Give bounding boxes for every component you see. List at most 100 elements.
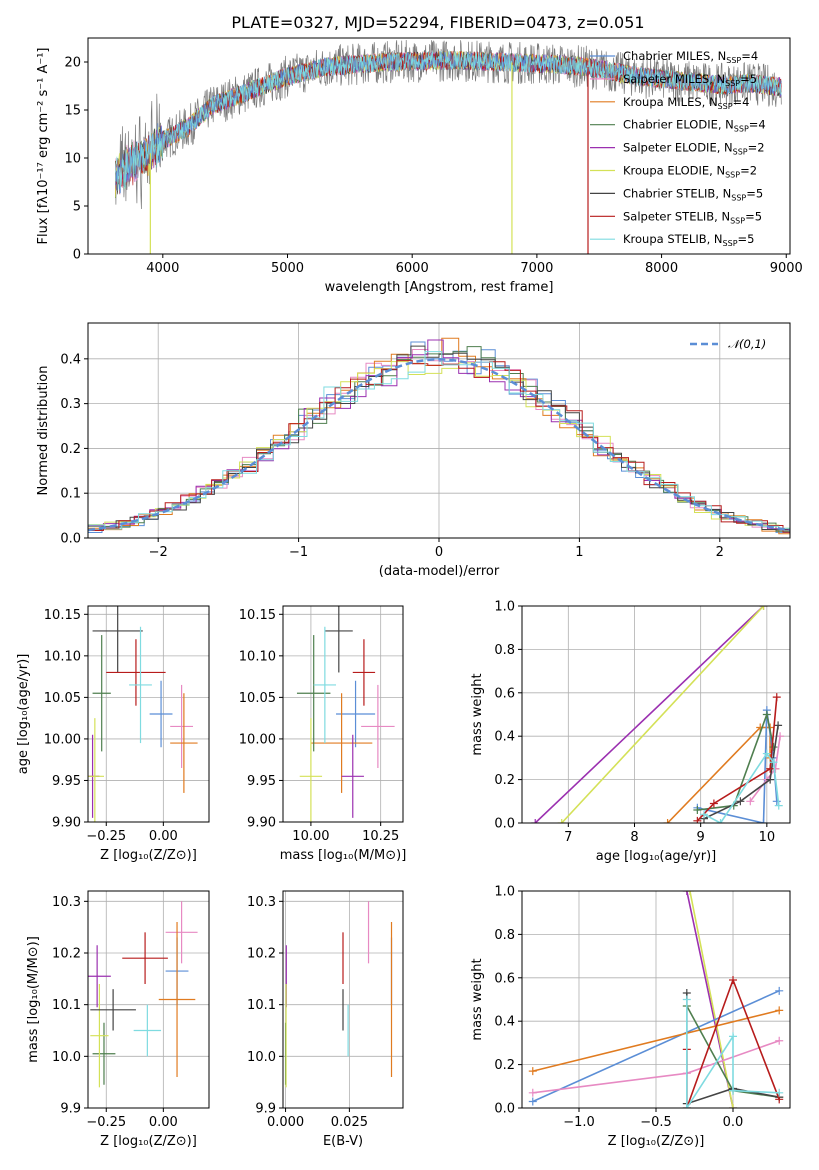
- x-tick-label: 0.025: [331, 1115, 368, 1130]
- weight-marker: [774, 801, 783, 810]
- x-tick-label: 5000: [271, 261, 304, 276]
- x-tick-label: 2: [716, 545, 724, 560]
- weight-marker: [682, 995, 691, 1004]
- y-tick-label: 10.10: [44, 649, 81, 664]
- y-tick-label: 0.0: [60, 532, 81, 547]
- y-tick-label: 0.8: [494, 928, 515, 943]
- x-tick-label: −0.5: [640, 1115, 672, 1130]
- x-tick-label: 10.25: [362, 829, 399, 844]
- y-tick-label: 10.3: [52, 895, 81, 910]
- y-tick-label: 0.8: [494, 643, 515, 658]
- legend-label-salpeter_miles: Salpeter MILES, NSSP=5: [623, 72, 757, 88]
- x-tick-label: 6000: [396, 261, 429, 276]
- errorbar-point-kroupa_miles: [170, 693, 198, 793]
- y-tick-label: 10.00: [44, 732, 81, 747]
- legend-label-kroupa_elodie: Kroupa ELODIE, NSSP=2: [623, 164, 757, 180]
- figure-title: PLATE=0327, MJD=52294, FIBERID=0473, z=0…: [231, 13, 644, 32]
- spectrum-marks: [115, 39, 782, 254]
- y-tick-label: 10.1: [247, 998, 276, 1013]
- spectrum-xlabel: wavelength [Angstrom, rest frame]: [325, 280, 554, 295]
- y-tick-label: 0.0: [494, 817, 515, 832]
- x-tick-label: −0.25: [86, 829, 126, 844]
- age_vs_weight-xlabel: age [log₁₀(age/yr)]: [596, 849, 717, 864]
- age_vs_weight-ylabel: mass weight: [470, 673, 485, 755]
- weight-marker: [775, 986, 784, 995]
- plot-layer: 4000 5000 6000 7000 8000 900005101520waveleng…: [16, 37, 803, 1149]
- weight-marker: [693, 816, 702, 823]
- Z_vs_age-frame: [87, 605, 210, 823]
- weight-marker: [774, 721, 783, 730]
- weight-marker: [693, 805, 702, 814]
- weight-marker: [766, 764, 775, 773]
- y-tick-label: 10.0: [52, 1050, 81, 1065]
- Z_vs_age-xlabel: Z [log₁₀(Z/Z⊙)]: [100, 848, 197, 863]
- weight-marker: [685, 891, 694, 895]
- errorbar-point-chabrier_stelib: [90, 989, 136, 1031]
- y-tick-label: 10.05: [239, 691, 276, 706]
- Z_vs_age-marks: [88, 606, 198, 822]
- errorbar-point-kroupa_elodie: [90, 984, 109, 1088]
- y-tick-label: 15: [64, 104, 81, 119]
- y-tick-label: 0.6: [494, 686, 515, 701]
- y-tick-label: 0.6: [494, 971, 515, 986]
- ebv_vs_mass-frame: [282, 890, 404, 1109]
- y-tick-label: 10.00: [239, 732, 276, 747]
- errorbar-point-kroupa_elodie: [88, 718, 104, 822]
- weight-marker: [775, 1036, 784, 1045]
- weight-marker: [528, 1088, 537, 1097]
- y-tick-label: 10.10: [239, 649, 276, 664]
- mass_vs_age-panel: 10.00 10.25 9.90 9.95 10.00 10.05 10.10 10.15 ma…: [239, 605, 406, 863]
- weight-line-chabrier_stelib: [703, 725, 779, 820]
- normal-curve: [88, 358, 790, 532]
- residuals-panel: −2 −1 0 1 2 0.0 0.1 0.2 0.3 0.4 (data-model)/error…: [36, 322, 791, 579]
- y-tick-label: 0.2: [60, 442, 81, 457]
- y-tick-label: 9.90: [247, 816, 276, 831]
- mass_vs_age-marks: [296, 606, 395, 822]
- weight-marker: [762, 710, 771, 719]
- Z_vs_weight-ylabel: mass weight: [470, 958, 485, 1040]
- y-tick-label: 1.0: [494, 885, 515, 900]
- normal-legend-label: 𝒩(0,1): [728, 337, 766, 351]
- residual-histogram-kroupa_miles: [88, 337, 790, 535]
- x-tick-label: 4000: [146, 261, 179, 276]
- weight-marker: [769, 758, 778, 767]
- errorbar-point-chabrier_miles: [149, 680, 173, 748]
- errorbar-point-kroupa_stelib: [129, 626, 152, 744]
- x-tick-label: 7: [564, 830, 572, 845]
- Z_vs_mass-frame: [87, 890, 210, 1109]
- Z_vs_mass-panel: −0.25 0.00 9.9 10.0 10.1 10.2 10.3 Z [log₁₀(Z/Z…: [26, 890, 210, 1149]
- errorbar-point-salpeter_stelib: [106, 639, 166, 706]
- errorbar-point-salpeter_stelib: [122, 932, 168, 984]
- x-tick-label: 8: [630, 830, 638, 845]
- ebv_vs_mass-xlabel: E(B-V): [323, 1134, 363, 1149]
- weight-marker: [729, 1086, 738, 1095]
- legend-label-chabrier_miles: Chabrier MILES, NSSP=4: [623, 49, 758, 65]
- weight-marker: [759, 606, 768, 610]
- errorbar-point-salpeter_elodie: [88, 945, 111, 1008]
- legend-label-chabrier_elodie: Chabrier ELODIE, NSSP=4: [623, 118, 766, 134]
- weight-marker: [709, 799, 718, 808]
- x-tick-label: 0: [435, 545, 443, 560]
- y-tick-label: 10: [64, 152, 81, 167]
- errorbar-point-chabrier_stelib: [92, 606, 143, 673]
- y-tick-label: 5: [73, 200, 81, 215]
- y-tick-label: 0: [73, 248, 81, 263]
- errorbar-point-chabrier_elodie: [92, 1022, 116, 1085]
- spectrum-legend: Chabrier MILES, NSSP=4 Salpeter MILES, NS…: [590, 49, 766, 248]
- y-tick-label: 1.0: [494, 600, 515, 615]
- weight-marker: [528, 1097, 537, 1106]
- y-tick-label: 0.4: [494, 730, 515, 745]
- y-tick-label: 0.1: [60, 487, 81, 502]
- spectrum-ylabel: Flux [fλ10⁻¹⁷ erg cm⁻² s⁻¹ A⁻¹]: [36, 48, 51, 245]
- x-tick-label: 0.0: [723, 1115, 744, 1130]
- weight-line-kroupa_elodie: [689, 891, 734, 1108]
- errorbar-point-salpeter_stelib: [352, 639, 376, 706]
- x-tick-label: 10: [759, 830, 776, 845]
- x-tick-label: −2: [149, 545, 168, 560]
- spectrum-panel: 4000 5000 6000 7000 8000 9000 0 5 10 15 20 waveleng…: [36, 37, 803, 295]
- x-tick-label: −0.25: [86, 1115, 126, 1130]
- x-tick-label: 0.00: [149, 829, 178, 844]
- y-tick-label: 10.05: [44, 691, 81, 706]
- x-tick-label: 10.00: [292, 829, 329, 844]
